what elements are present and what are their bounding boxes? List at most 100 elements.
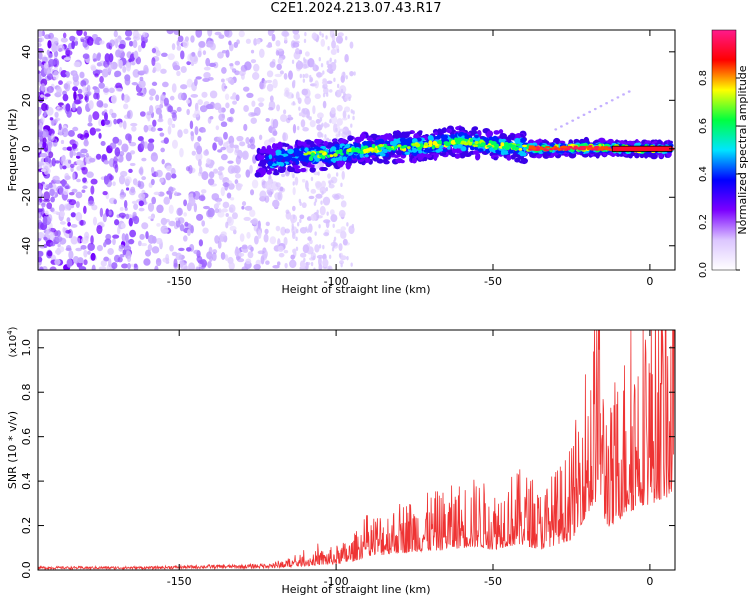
noise-speckle [207, 261, 212, 269]
noise-speckle [341, 170, 345, 180]
noise-speckle [41, 102, 48, 112]
noise-speckle [62, 188, 69, 196]
noise-speckle [128, 217, 133, 227]
noise-speckle [295, 48, 300, 55]
noise-speckle [198, 166, 203, 175]
signal-blob [306, 151, 312, 155]
noise-speckle [38, 146, 41, 153]
spectrogram-xlabel: Height of straight line (km) [281, 283, 430, 296]
noise-speckle [166, 165, 172, 172]
noise-speckle [243, 123, 248, 132]
noise-speckle [113, 118, 118, 125]
signal-blob [406, 146, 411, 150]
signal-blob [437, 139, 442, 145]
noise-speckle [88, 114, 93, 124]
noise-speckle [282, 132, 286, 142]
noise-speckle [304, 31, 307, 37]
noise-speckle [350, 262, 353, 267]
noise-speckle [197, 135, 202, 142]
noise-speckle [61, 73, 67, 78]
signal-blob [389, 141, 394, 146]
noise-speckle [312, 255, 316, 260]
noise-speckle [65, 233, 70, 239]
noise-speckle [60, 155, 66, 165]
colorbar-tick-label: 0.6 [698, 118, 709, 134]
noise-speckle [272, 264, 280, 269]
noise-speckle [190, 93, 199, 98]
noise-speckle [43, 148, 48, 152]
noise-speckle [266, 70, 274, 78]
signal-blob [431, 144, 435, 150]
noise-speckle [292, 214, 296, 220]
noise-speckle [328, 180, 332, 186]
signal-blob [340, 152, 344, 156]
noise-speckle [121, 263, 129, 269]
signal-blob [622, 93, 625, 96]
signal-blob [644, 140, 652, 144]
signal-blob [456, 145, 462, 149]
snr-ytick-label: 0.0 [20, 561, 33, 579]
noise-speckle [103, 160, 110, 165]
noise-speckle [302, 63, 308, 69]
noise-speckle [68, 199, 77, 206]
noise-speckle [245, 137, 250, 145]
noise-speckle [47, 53, 53, 59]
signal-blob [351, 147, 356, 152]
noise-speckle [177, 35, 184, 43]
noise-speckle [347, 114, 350, 119]
noise-speckle [202, 50, 207, 56]
noise-speckle [238, 70, 246, 76]
signal-blob [318, 150, 325, 154]
noise-speckle [147, 142, 155, 152]
noise-speckle [94, 40, 98, 45]
noise-speckle [266, 83, 274, 92]
noise-speckle [72, 150, 76, 156]
noise-speckle [131, 125, 137, 132]
noise-speckle [245, 169, 251, 178]
noise-speckle [115, 49, 121, 58]
noise-speckle [342, 238, 348, 246]
noise-speckle [81, 237, 89, 244]
noise-speckle [180, 262, 188, 270]
signal-blob [428, 143, 433, 147]
signal-blob [333, 153, 338, 157]
noise-speckle [161, 95, 166, 100]
signal-blob [373, 148, 378, 153]
noise-speckle [350, 109, 353, 114]
signal-blob [434, 153, 439, 158]
noise-speckle [195, 152, 203, 162]
noise-speckle [339, 260, 344, 265]
snr-ylabel: SNR (10 * v/v) [6, 411, 19, 489]
noise-speckle [229, 78, 235, 86]
snr-ytick-label: 1.0 [20, 339, 33, 357]
noise-speckle [250, 189, 255, 196]
noise-speckle [340, 182, 343, 188]
noise-speckle [49, 266, 57, 270]
noise-speckle [180, 84, 188, 90]
noise-speckle [120, 222, 126, 229]
signal-blob [506, 143, 513, 146]
signal-blob [411, 147, 418, 153]
noise-speckle [82, 85, 87, 94]
noise-speckle [38, 199, 41, 206]
snr-chart: -150 -100 -50 0 0.0 0.2 0.4 0.6 0.8 1.0 Height o… [6, 326, 676, 596]
noise-speckle [353, 71, 356, 76]
noise-speckle [129, 150, 136, 155]
noise-speckle [113, 30, 118, 38]
signal-blob [543, 148, 548, 151]
noise-speckle [208, 76, 214, 81]
noise-speckle [93, 58, 98, 62]
noise-speckle [209, 90, 218, 99]
noise-speckle [291, 205, 296, 212]
noise-speckle [314, 231, 317, 236]
noise-speckle [38, 129, 43, 138]
signal-blob [571, 119, 575, 122]
noise-speckle [241, 201, 247, 207]
noise-speckle [232, 100, 237, 105]
noise-speckle [151, 57, 156, 67]
noise-speckle [317, 131, 323, 138]
noise-speckle [319, 31, 322, 36]
snr-xlabel: Height of straight line (km) [281, 583, 430, 596]
noise-speckle [328, 266, 331, 270]
signal-blob [627, 90, 631, 93]
